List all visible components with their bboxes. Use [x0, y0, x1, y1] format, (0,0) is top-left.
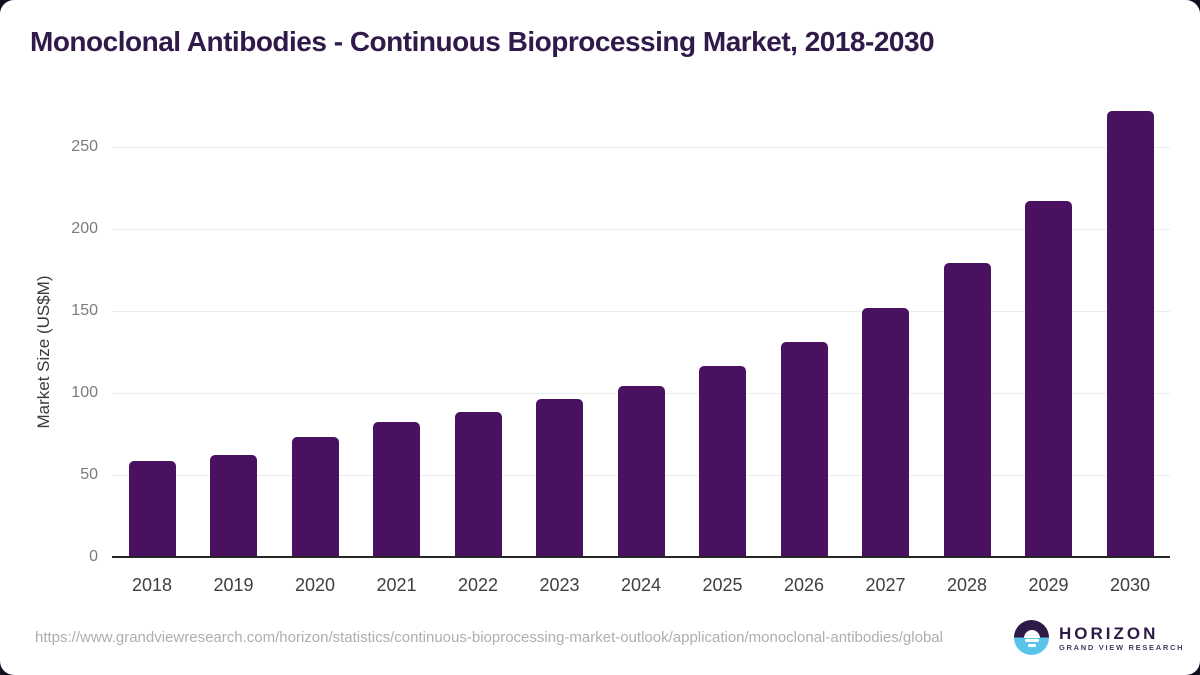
x-tick-label-2021: 2021 [376, 575, 417, 595]
y-tick-label-200: 200 [71, 219, 98, 237]
x-tick-label-2023: 2023 [539, 575, 580, 595]
bar-2024 [617, 386, 665, 557]
bar-2018 [128, 461, 176, 557]
x-tick-label-2018: 2018 [131, 575, 173, 595]
x-tick-label-2019: 2019 [213, 575, 254, 595]
logo-reflection-icon [1024, 639, 1039, 642]
logo-title: HORIZON [1059, 623, 1159, 643]
gridline-250 [112, 147, 1170, 148]
y-tick-label-150: 150 [71, 301, 98, 319]
source-url: https://www.grandviewresearch.com/horizo… [35, 629, 943, 646]
x-tick-label-2022: 2022 [457, 575, 499, 595]
gridline-150 [112, 310, 1170, 312]
y-tick-label-100: 100 [71, 383, 98, 401]
x-tick-label-2028: 2028 [946, 575, 988, 595]
x-tick-label-2030: 2030 [1109, 575, 1151, 595]
x-tick-label-2026: 2026 [783, 575, 825, 595]
horizon-logo: HORIZON GRAND VIEW RESEARCH [1014, 620, 1184, 655]
bar-2023 [536, 399, 583, 557]
bar-2027 [862, 307, 909, 557]
bar-2025 [699, 366, 746, 557]
bar-2020 [291, 436, 339, 557]
bar-2022 [454, 412, 502, 557]
page-title: Monoclonal Antibodies - Continuous Biopr… [30, 26, 935, 57]
bar-2028 [943, 263, 991, 557]
x-axis-line [112, 555, 1170, 558]
bar-2026 [780, 341, 828, 557]
bar-2030 [1106, 110, 1154, 557]
x-tick-label-2029: 2029 [1028, 575, 1069, 595]
x-tick-label-2025: 2025 [702, 575, 743, 595]
bar-2029 [1025, 201, 1072, 557]
logo-reflection-icon [1027, 644, 1036, 647]
bar-2021 [373, 422, 420, 557]
y-tick-label-0: 0 [89, 547, 98, 565]
bar-2019 [210, 454, 257, 557]
y-tick-label-50: 50 [80, 465, 98, 483]
y-tick-label-250: 250 [71, 138, 98, 155]
x-tick-label-2020: 2020 [294, 575, 336, 595]
logo-sun-icon [1023, 629, 1040, 638]
x-tick-label-2024: 2024 [620, 575, 662, 595]
horizon-logo-icon [1014, 620, 1049, 655]
x-tick-label-2027: 2027 [865, 575, 906, 595]
logo-subtitle: GRAND VIEW RESEARCH [1059, 642, 1185, 652]
logo-text: HORIZON GRAND VIEW RESEARCH [1059, 624, 1184, 652]
gridline-200 [112, 228, 1170, 230]
